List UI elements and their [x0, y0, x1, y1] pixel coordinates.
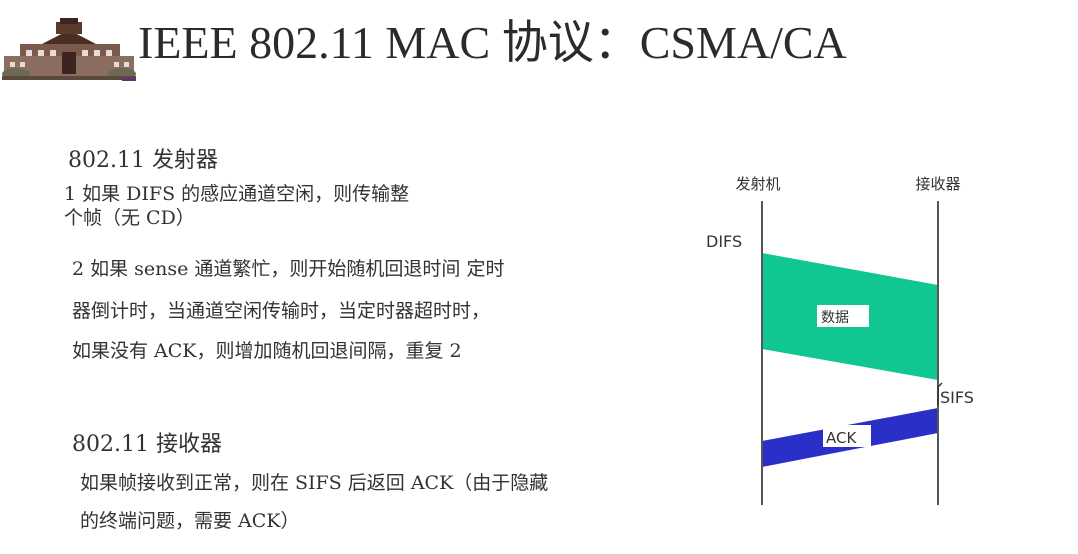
sifs-label: SIFS [940, 388, 974, 407]
sifs-bracket [937, 382, 943, 405]
sender-rule2-line2: 器倒计时，当通道空闲传输时，当定时器超时时， [72, 300, 491, 322]
sender-rule1-line2: 个帧（无 CD） [64, 207, 195, 229]
sender-rule2-line1: 2 如果 sense 通道繁忙，则开始随机回退时间 定时 [72, 258, 505, 280]
data-label: 数据 [821, 310, 849, 326]
sender-rule2-line3: 如果没有 ACK，则增加随机回退间隔，重复 2 [72, 340, 462, 362]
receiver-rule-line1: 如果帧接收到正常，则在 SIFS 后返回 ACK（由于隐藏 [80, 472, 549, 494]
data-label-box [817, 305, 869, 327]
receiver-rule-line2: 的终端问题，需要 ACK） [80, 510, 300, 532]
receiver-timeline-label: 接收器 [915, 175, 960, 193]
receiver-heading: 802.11 接收器 [72, 432, 222, 457]
difs-label: DIFS [706, 232, 742, 251]
sender-timeline-label: 发射机 [735, 175, 780, 193]
ack-label-box [823, 425, 871, 447]
university-logo [2, 18, 136, 81]
page-title: IEEE 802.11 MAC 协议：CSMA/CA [138, 17, 847, 68]
csma-ca-timing-diagram: 发射机 接收器 数据 ACK DIFS SIFS [706, 175, 974, 505]
ack-label: ACK [826, 429, 857, 447]
sender-heading: 802.11 发射器 [68, 148, 218, 173]
sender-rule1-line1: 1 如果 DIFS 的感应通道空闲，则传输整 [64, 183, 410, 205]
